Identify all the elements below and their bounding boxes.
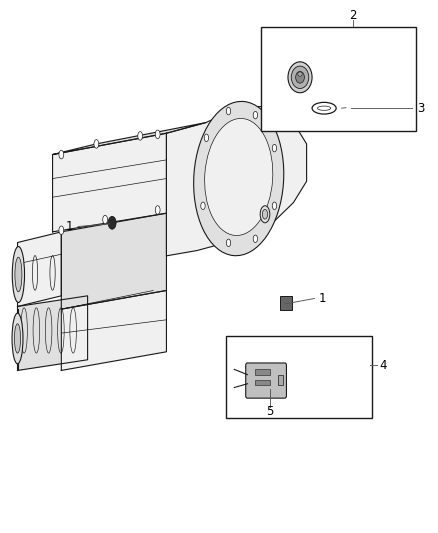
Ellipse shape (204, 134, 208, 142)
Bar (261, 27, 416, 131)
Polygon shape (53, 123, 206, 155)
Ellipse shape (298, 72, 302, 76)
Text: 4: 4 (379, 359, 387, 372)
Ellipse shape (108, 216, 116, 229)
Ellipse shape (253, 235, 258, 243)
FancyBboxPatch shape (246, 363, 286, 398)
Polygon shape (61, 290, 166, 370)
Polygon shape (61, 213, 166, 309)
Ellipse shape (12, 313, 23, 364)
Ellipse shape (12, 246, 25, 303)
Ellipse shape (155, 130, 160, 139)
Polygon shape (166, 107, 307, 256)
Polygon shape (18, 296, 88, 370)
Ellipse shape (272, 202, 277, 209)
Text: 3: 3 (417, 102, 424, 115)
Ellipse shape (205, 118, 273, 236)
Ellipse shape (253, 111, 258, 119)
Text: 1: 1 (319, 292, 327, 305)
Ellipse shape (14, 324, 21, 353)
Ellipse shape (296, 71, 304, 83)
Ellipse shape (226, 107, 231, 115)
Polygon shape (18, 232, 61, 306)
Ellipse shape (201, 202, 205, 209)
Ellipse shape (94, 140, 99, 148)
Ellipse shape (102, 215, 107, 224)
Text: 1: 1 (65, 220, 73, 233)
Ellipse shape (138, 132, 142, 140)
Ellipse shape (194, 101, 284, 256)
Ellipse shape (312, 102, 336, 114)
Ellipse shape (318, 106, 331, 110)
Ellipse shape (155, 206, 160, 214)
Text: 2: 2 (349, 10, 357, 22)
Bar (255, 380, 270, 385)
Text: 5: 5 (267, 405, 274, 418)
Ellipse shape (291, 66, 309, 88)
Ellipse shape (15, 257, 22, 292)
Bar (255, 369, 270, 375)
Ellipse shape (59, 150, 64, 159)
Ellipse shape (226, 239, 231, 247)
Ellipse shape (59, 226, 64, 235)
Ellipse shape (272, 144, 277, 152)
Polygon shape (53, 133, 166, 232)
Ellipse shape (262, 209, 268, 219)
Bar (278, 375, 283, 385)
Ellipse shape (288, 62, 312, 93)
Bar (226, 336, 372, 418)
Bar (280, 296, 292, 310)
Ellipse shape (260, 206, 270, 223)
